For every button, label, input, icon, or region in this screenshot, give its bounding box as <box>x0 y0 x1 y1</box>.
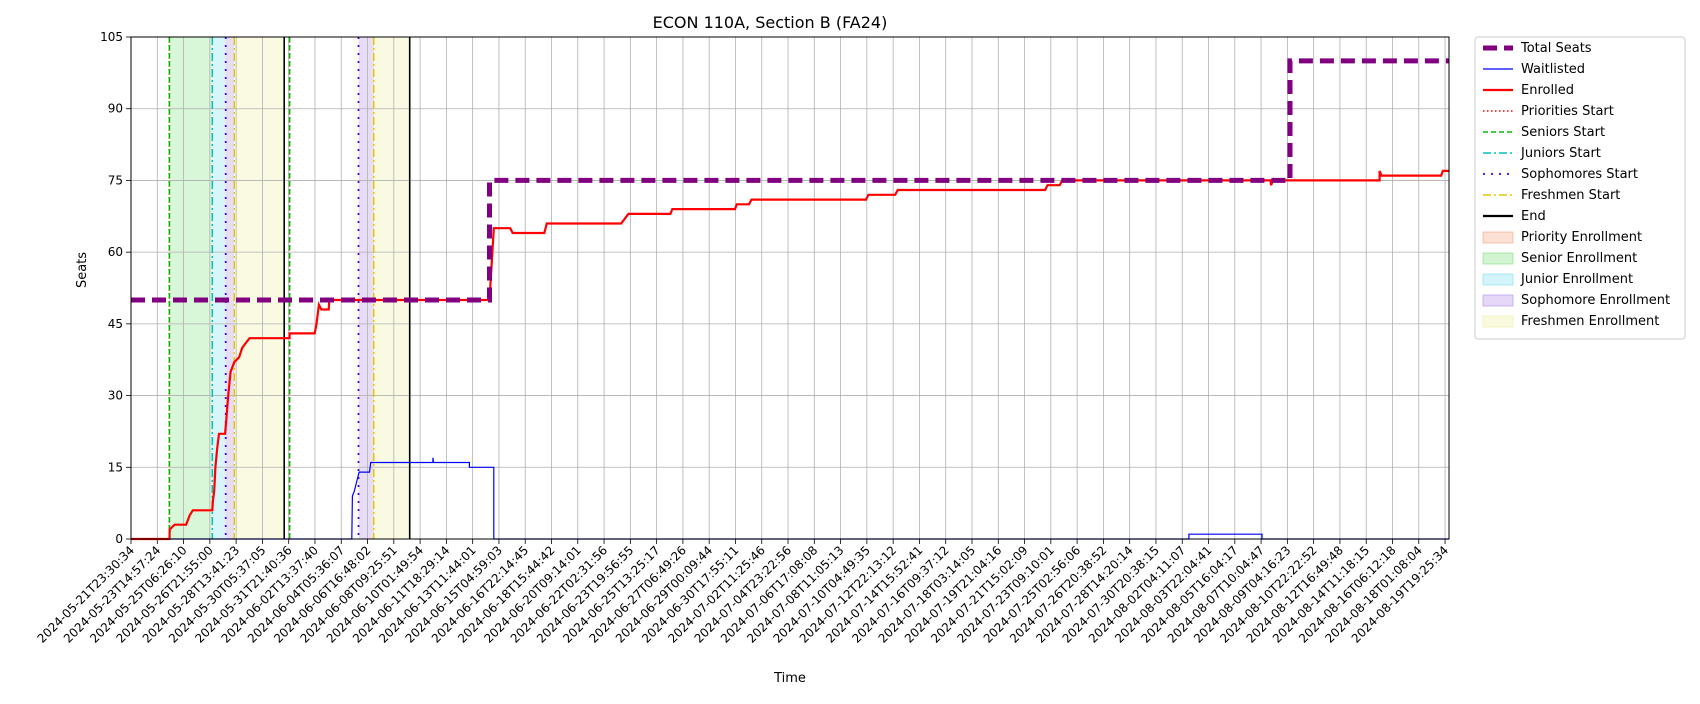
legend-label: Senior Enrollment <box>1521 251 1637 266</box>
legend-label: Seniors Start <box>1521 125 1605 140</box>
y-tick-label: 30 <box>108 389 123 403</box>
y-tick-label: 60 <box>108 245 123 259</box>
plot-frame <box>130 36 1450 540</box>
plot-background <box>131 37 1449 539</box>
legend-label: Freshmen Enrollment <box>1521 314 1659 329</box>
x-axis-label: Time <box>773 671 806 686</box>
legend-swatch <box>1482 252 1514 265</box>
legend-swatch <box>1482 294 1514 307</box>
legend-swatch <box>1482 273 1514 286</box>
legend-label: Enrolled <box>1521 83 1574 98</box>
y-tick-label: 15 <box>108 460 123 474</box>
legend: Total Seats Waitlisted Enrolled Priorities … <box>1474 36 1686 340</box>
legend-swatch <box>1482 315 1514 328</box>
enrollment-period-junior <box>212 37 226 539</box>
enrollment-period-sophomore <box>358 37 374 539</box>
enrollment-period-freshmen <box>234 37 285 539</box>
legend-label: Junior Enrollment <box>1520 272 1633 287</box>
legend-label: End <box>1521 209 1546 224</box>
series-waitlisted <box>131 457 1449 540</box>
plot-area: 2024-05-21T23:30:342024-05-23T14:57:2420… <box>35 30 1452 646</box>
legend-label: Sophomores Start <box>1521 167 1638 182</box>
y-tick-label: 105 <box>100 30 123 44</box>
y-tick-label: 90 <box>108 102 123 116</box>
enrollment-period-senior <box>169 37 213 539</box>
legend-label: Freshmen Start <box>1521 188 1620 203</box>
legend-swatch <box>1482 231 1514 244</box>
y-tick-label: 75 <box>108 173 123 187</box>
series-total-seats <box>131 58 1449 303</box>
legend-label: Waitlisted <box>1521 62 1585 77</box>
legend-frame <box>1474 36 1686 340</box>
legend-label: Priorities Start <box>1521 104 1614 119</box>
enrollment-period-sophomore <box>225 37 235 539</box>
enrollment-period-freshmen <box>373 37 410 539</box>
legend-label: Priority Enrollment <box>1521 230 1642 245</box>
legend-label: Sophomore Enrollment <box>1521 293 1670 308</box>
legend-label: Total Seats <box>1520 41 1592 56</box>
y-axis-label: Seats <box>75 252 90 288</box>
y-tick-label: 45 <box>108 317 123 331</box>
series-enrolled <box>131 169 1449 541</box>
legend-label: Juniors Start <box>1520 146 1601 161</box>
chart-title: ECON 110A, Section B (FA24) <box>653 13 888 32</box>
y-tick-label: 0 <box>115 532 123 546</box>
